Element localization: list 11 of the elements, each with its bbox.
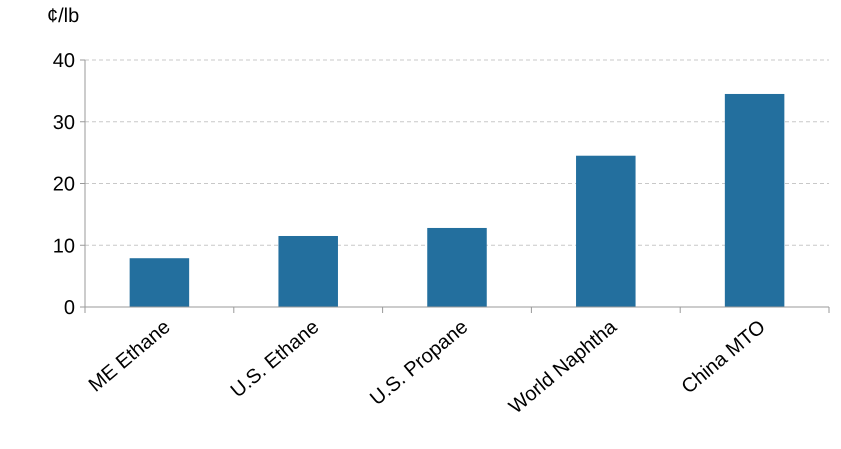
y-tick-label: 0 xyxy=(64,297,75,319)
y-tick-label: 40 xyxy=(52,50,75,72)
y-axis-title: ¢/lb xyxy=(47,5,80,27)
y-tick-label: 30 xyxy=(52,112,75,134)
bar xyxy=(427,228,487,307)
bar xyxy=(130,258,190,307)
bar xyxy=(278,236,338,307)
y-tick-label: 10 xyxy=(52,235,75,258)
bar xyxy=(724,94,784,307)
bar xyxy=(576,156,636,307)
y-tick-label: 20 xyxy=(52,174,75,196)
